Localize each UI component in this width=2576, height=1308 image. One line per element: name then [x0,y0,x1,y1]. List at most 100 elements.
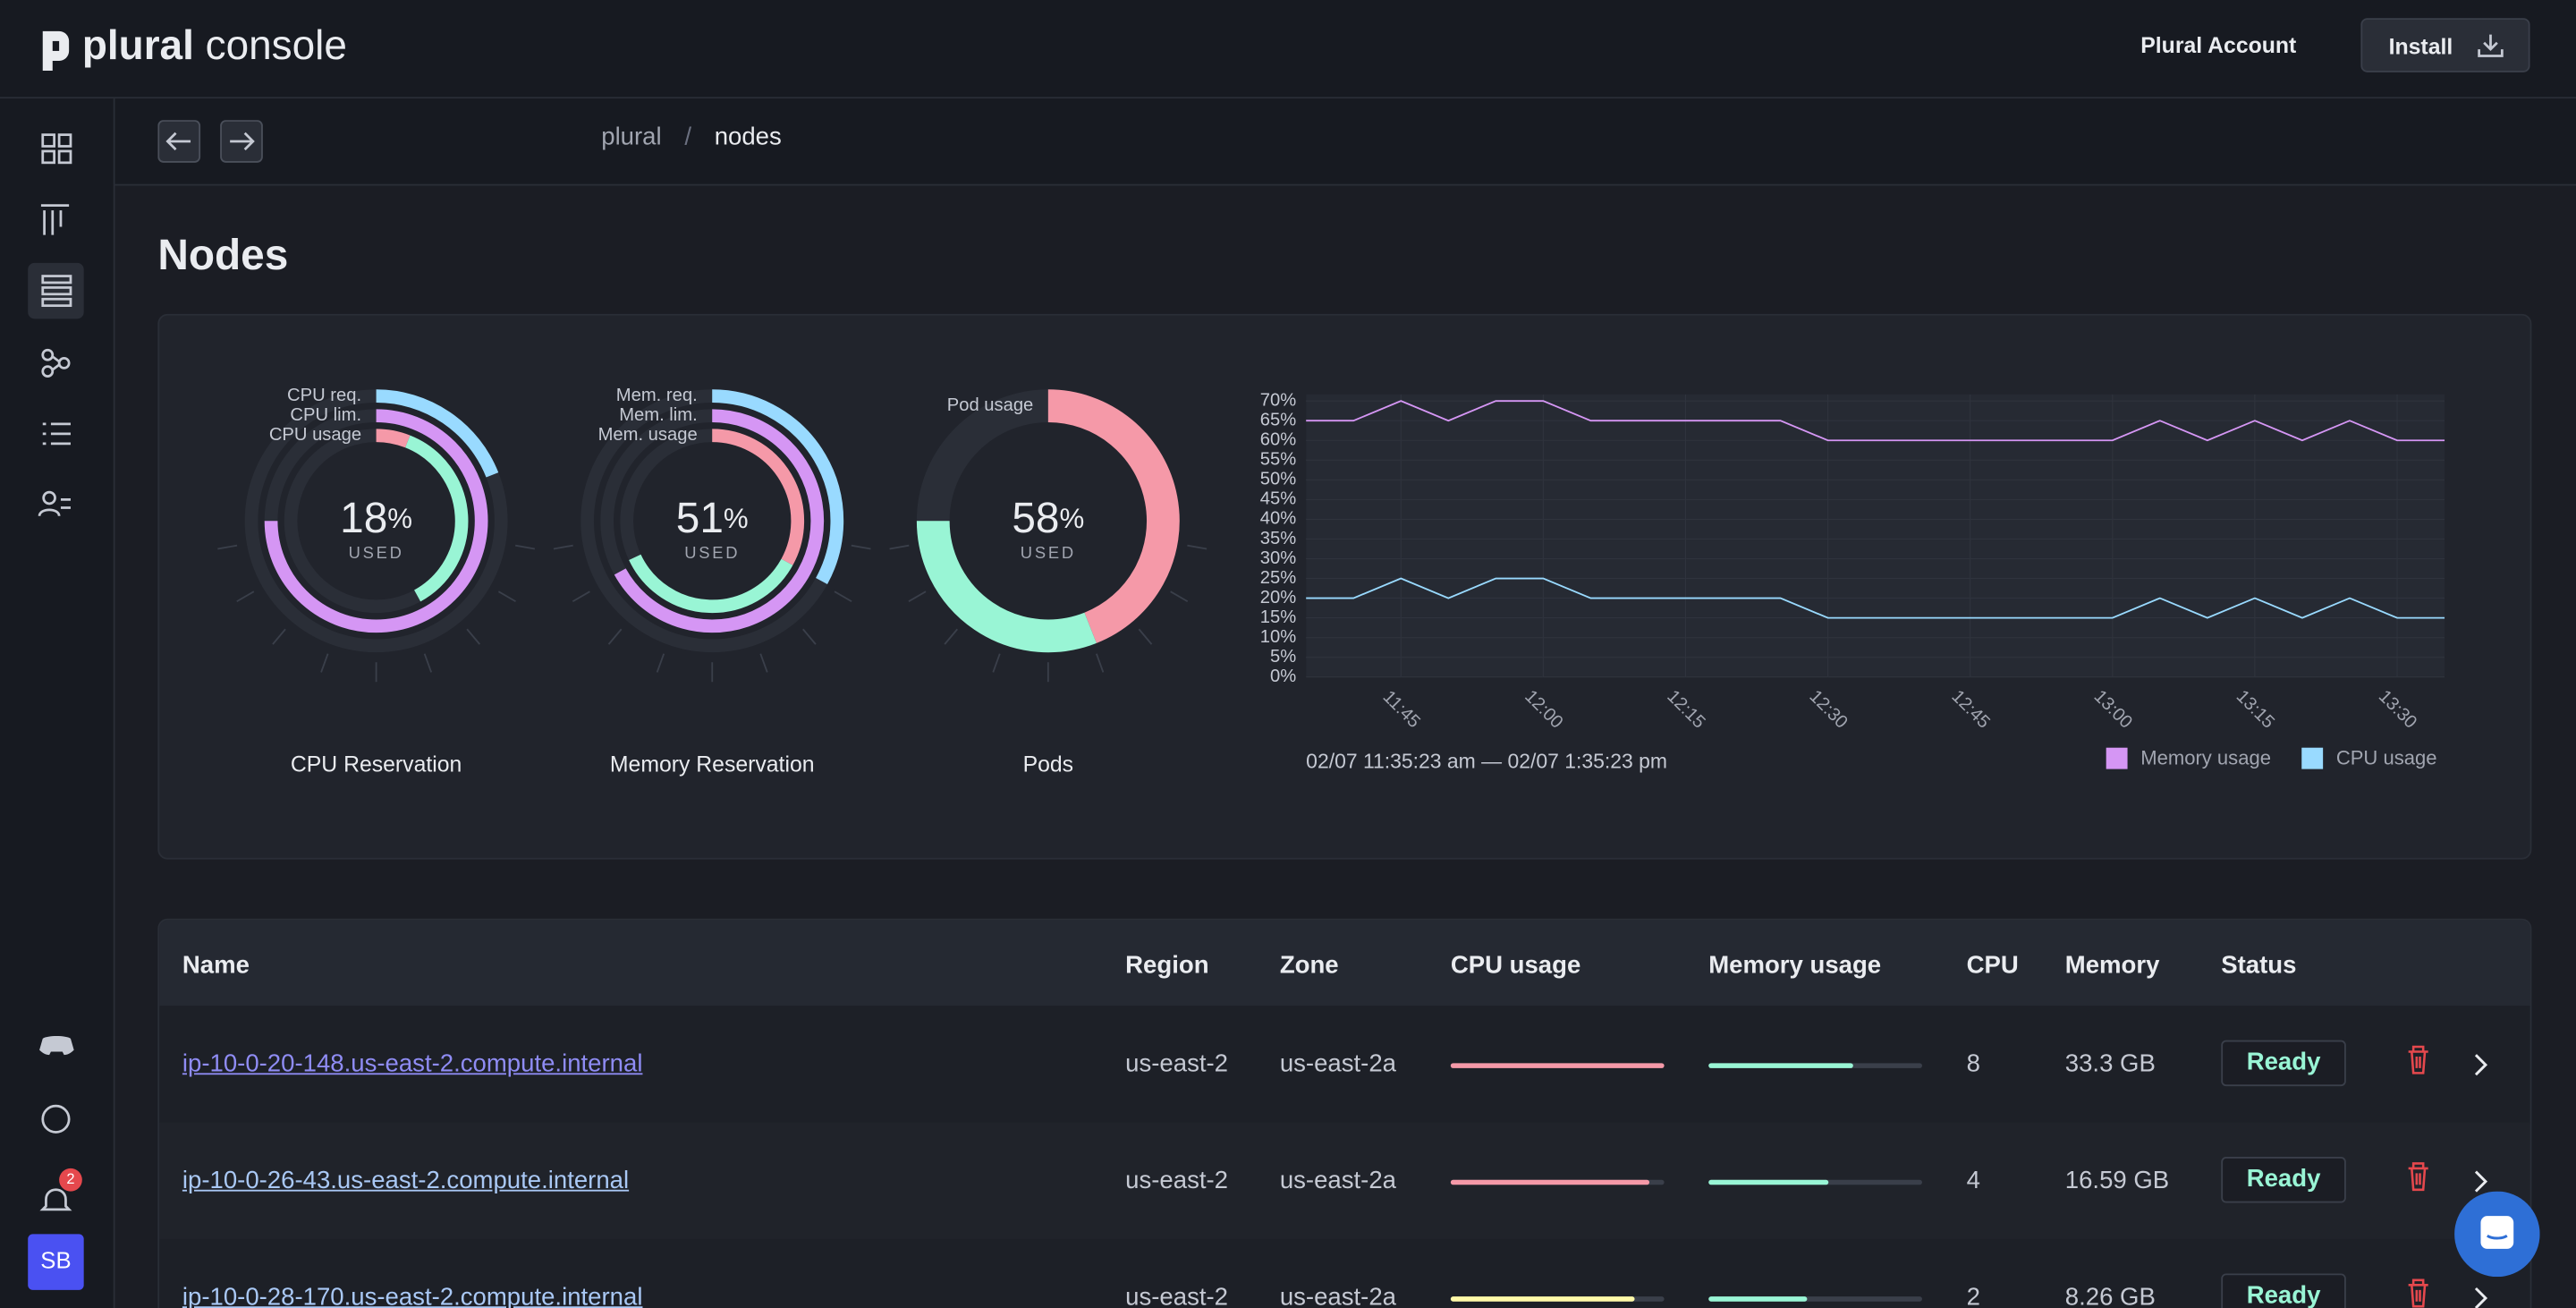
gauge-caption: USED [1021,543,1076,562]
cell-text: us-east-2 [1125,1283,1229,1308]
ring-arc [629,554,793,614]
ring-arc [712,389,844,585]
legend-label: Memory usage [2140,746,2271,769]
ring-label: Mem. req. [616,386,698,405]
y-tick-label: 15% [1260,607,1296,627]
breadcrumb-separator: / [684,123,692,151]
node-link[interactable]: ip-10-0-28-170.us-east-2.compute.interna… [182,1283,643,1308]
gauge-tick [851,544,871,550]
row-actions[interactable] [2400,1273,2498,1308]
usage-bar [1450,1296,1635,1302]
table-row[interactable]: ip-10-0-20-148.us-east-2.compute.interna… [159,1006,2530,1125]
x-tick-label: 11:45 [1379,687,1424,732]
x-tick-label: 12:30 [1805,686,1851,732]
delete-icon[interactable] [2408,1162,2428,1192]
gauge-tick [1170,590,1189,603]
logo[interactable]: plural console [82,23,347,71]
column-header[interactable]: CPU usage [1450,951,1581,980]
cell-text: 16.59 GB [2064,1167,2170,1195]
cell-text: 8.26 GB [2064,1283,2156,1308]
column-header[interactable]: Memory usage [1708,951,1882,980]
gauge-tick [656,653,665,673]
column-header[interactable]: CPU [1966,951,2019,980]
usage-bar [1708,1296,1808,1302]
account-link[interactable]: Plural Account [2140,32,2297,58]
gauge-number: 18 [340,495,387,542]
open-icon[interactable] [2474,1054,2488,1076]
column-header[interactable]: Status [2221,951,2297,980]
gauge-tick [802,628,817,645]
sidebar: 2 SB [0,98,115,1308]
gauge-unit: % [387,503,412,534]
column-header[interactable]: Name [182,951,250,980]
legend-label: CPU usage [2336,746,2437,769]
x-tick-label: 12:00 [1521,686,1566,732]
x-tick-label: 13:15 [2233,686,2278,732]
usage-bar [1450,1179,1649,1185]
column-header[interactable]: Zone [1279,951,1339,980]
x-tick-label: 13:30 [2375,686,2420,732]
chat-button[interactable] [2454,1191,2540,1278]
gauge-tick [236,590,255,603]
gauge-tick [497,590,516,603]
top-bar: plural console Plural Account Install [0,0,2576,99]
gauge-title: Pods [1023,752,1073,777]
gauge-tick [944,628,959,645]
y-tick-label: 70% [1260,391,1296,411]
x-tick-label: 12:15 [1663,686,1708,732]
delete-icon[interactable] [2408,1045,2428,1074]
gauge-tick [272,628,286,645]
node-link[interactable]: ip-10-0-26-43.us-east-2.compute.internal [182,1167,630,1195]
sidebar-icons: 2 SB [28,133,84,1290]
install-label: Install [2388,34,2453,60]
install-button[interactable]: Install [2360,18,2530,72]
y-tick-label: 40% [1260,509,1296,529]
nav-icons[interactable] [28,133,84,1211]
ring-arc [916,520,1097,653]
table-row[interactable]: ip-10-0-28-170.us-east-2.compute.interna… [159,1238,2530,1308]
usage-bar [1708,1179,1828,1185]
gauge-tick [1095,653,1105,673]
open-icon[interactable] [2474,1170,2488,1193]
ring-arc [376,429,411,448]
ring-label: Mem. lim. [619,405,697,425]
column-header[interactable]: Memory [2064,951,2160,980]
page-title: Nodes [157,230,289,280]
gauge-number: 51 [676,495,724,542]
y-tick-label: 30% [1260,548,1296,568]
row-actions[interactable] [2400,1040,2498,1090]
gauge-tick [1138,628,1153,645]
ring-arc [614,409,825,633]
gauge-tick [553,544,573,550]
y-tick-label: 10% [1260,627,1296,647]
gauge-tick [217,544,238,550]
usage-track [1708,1296,1922,1302]
breadcrumb[interactable]: nodes [714,123,782,151]
gauge-caption: USED [684,543,740,562]
y-tick-label: 45% [1260,489,1296,509]
cell-text: us-east-2a [1279,1283,1396,1308]
row-actions[interactable] [2400,1157,2498,1206]
breadcrumb[interactable]: plural [601,123,662,151]
cell-text: us-east-2 [1125,1049,1229,1078]
node-link[interactable]: ip-10-0-20-148.us-east-2.compute.interna… [182,1049,643,1078]
gauge-tick [607,628,623,645]
usage-track [1450,1179,1665,1185]
y-tick-label: 55% [1260,450,1296,470]
status-badge: Ready [2221,1040,2346,1087]
column-header[interactable]: Region [1125,951,1209,980]
avatar[interactable]: SB [40,1248,71,1273]
open-icon[interactable] [2474,1287,2488,1308]
ring-arc [1047,389,1180,643]
y-tick-label: 35% [1260,529,1296,548]
legend-swatch [2301,747,2324,769]
ring-label: CPU req. [287,386,361,405]
table-row[interactable]: ip-10-0-26-43.us-east-2.compute.internal… [159,1122,2530,1241]
delete-icon[interactable] [2408,1278,2428,1308]
history-buttons[interactable] [157,120,273,166]
cell-text: us-east-2 [1125,1167,1229,1195]
status-badge: Ready [2221,1273,2346,1308]
